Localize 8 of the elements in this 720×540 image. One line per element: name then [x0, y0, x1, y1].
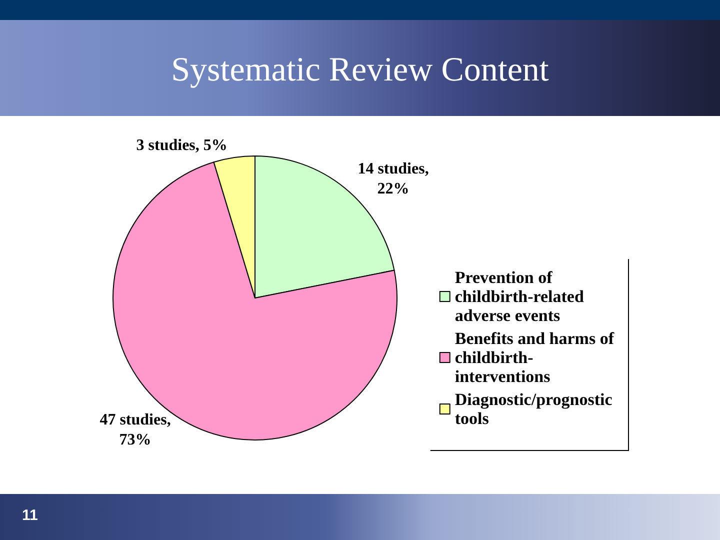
chart-title: Systematic Review Content [171, 52, 550, 88]
data-label: 47 studies, 73% [100, 412, 171, 449]
text: 11 [22, 507, 38, 524]
data-label: 14 studies, 22% [358, 160, 429, 198]
legend-label: Prevention of childbirth-related adverse events [454, 268, 584, 325]
legend-label: Diagnostic/prognostic tools [454, 390, 613, 428]
data-label: 3 studies, 5% [136, 137, 228, 154]
legend-label: Benefits and harms of childbirth-interventions [454, 329, 614, 386]
